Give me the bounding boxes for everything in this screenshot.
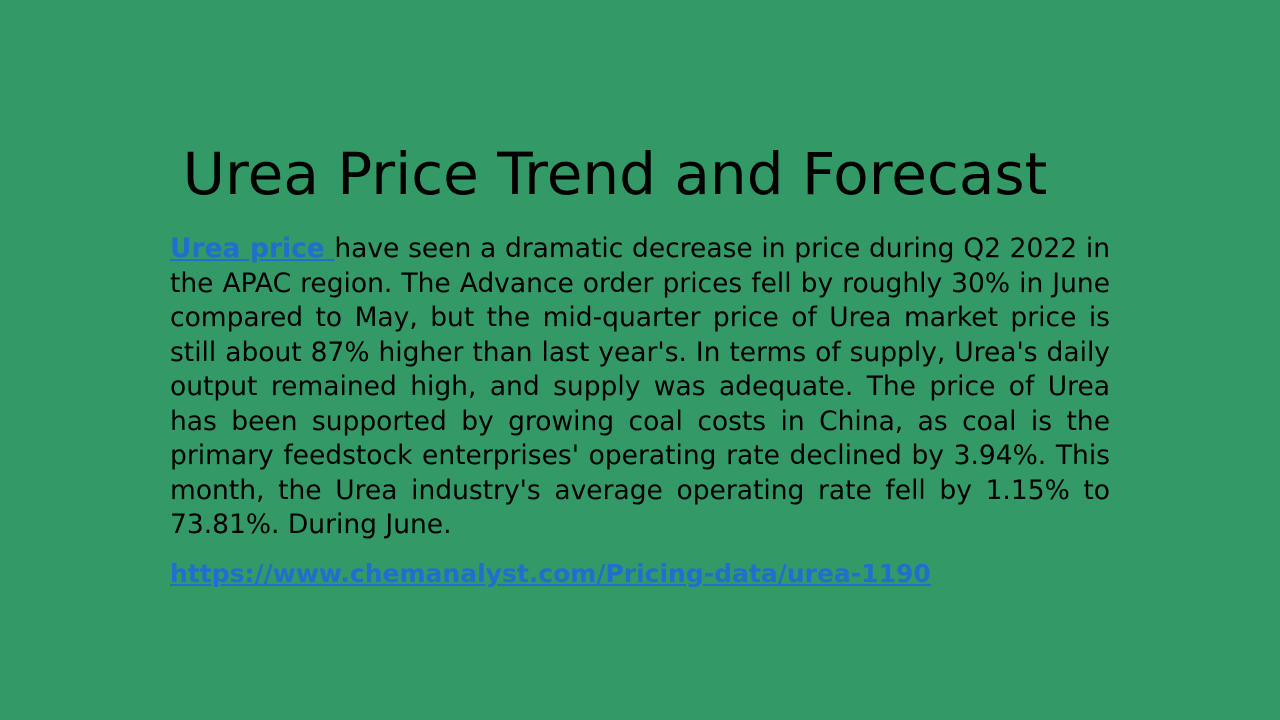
body-paragraph: Urea price have seen a dramatic decrease… bbox=[170, 232, 1110, 543]
source-url-link[interactable]: https://www.chemanalyst.com/Pricing-data… bbox=[170, 559, 931, 588]
body-text: have seen a dramatic decrease in price d… bbox=[170, 233, 1110, 540]
urea-price-link[interactable]: Urea price bbox=[170, 233, 335, 264]
slide-title: Urea Price Trend and Forecast bbox=[182, 140, 1048, 208]
